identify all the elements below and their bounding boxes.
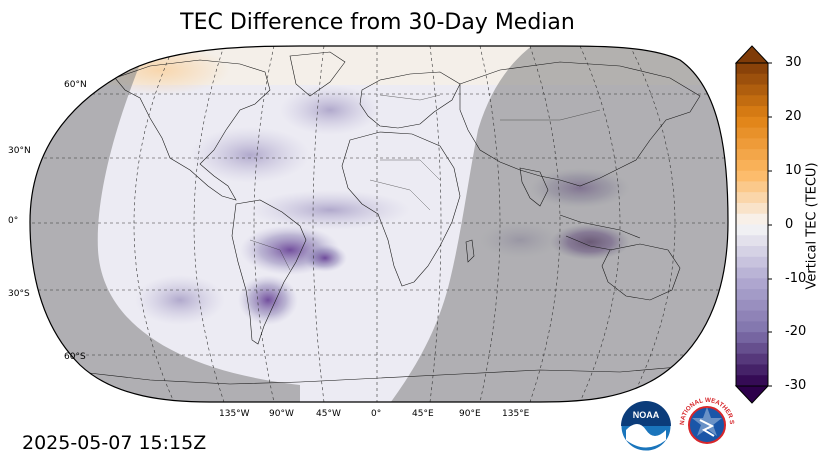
timestamp: 2025-05-07 15:15Z bbox=[22, 432, 207, 454]
anomaly-southern-south-america bbox=[238, 275, 298, 325]
colorbar-band bbox=[736, 289, 768, 301]
colorbar-band bbox=[736, 95, 768, 107]
noaa-logo: NOAA bbox=[620, 400, 672, 452]
lat-label-60s: 60°S bbox=[64, 352, 86, 362]
lon-label-45w: 45°W bbox=[316, 409, 341, 419]
colorbar-band bbox=[736, 116, 768, 129]
colorbar-tick-0: 0 bbox=[785, 217, 794, 232]
lon-label-90w: 90°W bbox=[269, 409, 294, 419]
noaa-logo-text: NOAA bbox=[633, 410, 660, 420]
lon-label-135e: 135°E bbox=[502, 409, 530, 419]
colorbar-band bbox=[736, 192, 768, 204]
colorbar-band bbox=[736, 213, 768, 225]
nws-logo: NATIONAL WEATHER SERVICE bbox=[678, 396, 735, 453]
colorbar-extend-min bbox=[734, 385, 770, 404]
colorbar-band bbox=[736, 235, 768, 247]
colorbar-band bbox=[736, 224, 768, 236]
colorbar-tick-minus10: -10 bbox=[785, 271, 807, 286]
night-shading-west bbox=[30, 46, 300, 402]
anomaly-south-atlantic bbox=[303, 244, 347, 272]
colorbar-band bbox=[736, 149, 768, 161]
colorbar-band bbox=[736, 202, 768, 215]
graticule bbox=[30, 46, 728, 402]
colorbar-band bbox=[736, 299, 768, 312]
colorbar-extend-max bbox=[734, 45, 770, 64]
lat-label-30n: 30°N bbox=[8, 146, 31, 156]
lat-label-60n: 60°N bbox=[64, 80, 87, 90]
map-title: TEC Difference from 30-Day Median bbox=[180, 10, 575, 35]
colorbar-band bbox=[736, 73, 768, 86]
colorbar-band bbox=[736, 353, 768, 365]
globe-outline bbox=[29, 45, 729, 403]
colorbar-band bbox=[736, 364, 768, 376]
anomaly-south-pacific bbox=[135, 275, 225, 325]
colorbar-band bbox=[736, 181, 768, 193]
colorbar-band bbox=[736, 246, 768, 258]
night-shading-east bbox=[385, 46, 728, 402]
lat-label-0: 0° bbox=[8, 216, 19, 226]
globe-content bbox=[30, 46, 728, 402]
colorbar-label: Vertical TEC (TECU) bbox=[804, 162, 820, 290]
colorbar-band bbox=[736, 278, 768, 290]
lon-label-45e: 45°E bbox=[412, 409, 434, 419]
colorbar-band bbox=[736, 375, 768, 387]
country-borders bbox=[249, 94, 601, 271]
colorbar-band bbox=[736, 332, 768, 344]
colorbar-band bbox=[736, 267, 768, 279]
colorbar-bands bbox=[736, 63, 768, 387]
anomaly-equatorial-atlantic bbox=[250, 190, 410, 230]
colorbar-band bbox=[736, 106, 768, 118]
lat-label-30s: 30°S bbox=[8, 289, 30, 299]
colorbar-band bbox=[736, 159, 768, 172]
anomaly-central-atlantic bbox=[190, 127, 310, 183]
colorbar-tick-20: 20 bbox=[785, 109, 802, 124]
colorbar-band bbox=[736, 138, 768, 150]
colorbar-band bbox=[736, 321, 768, 333]
colorbar-tick-minus20: -20 bbox=[785, 324, 807, 339]
colorbar-band bbox=[736, 127, 768, 139]
colorbar-band bbox=[736, 63, 768, 75]
lon-label-0: 0° bbox=[371, 409, 382, 419]
lon-label-135w: 135°W bbox=[219, 409, 250, 419]
colorbar-band bbox=[736, 256, 768, 269]
anomaly-north-atlantic bbox=[280, 85, 380, 135]
colorbar-ticks bbox=[768, 62, 772, 387]
coastlines bbox=[79, 51, 701, 385]
colorbar-band bbox=[736, 310, 768, 322]
colorbar-tick-30: 30 bbox=[785, 55, 802, 70]
colorbar-band bbox=[736, 170, 768, 182]
colorbar-tick-10: 10 bbox=[785, 163, 802, 178]
colorbar-band bbox=[736, 342, 768, 355]
colorbar-tick-minus30: -30 bbox=[785, 378, 807, 393]
lon-label-90e: 90°E bbox=[459, 409, 481, 419]
colorbar-band bbox=[736, 84, 768, 96]
